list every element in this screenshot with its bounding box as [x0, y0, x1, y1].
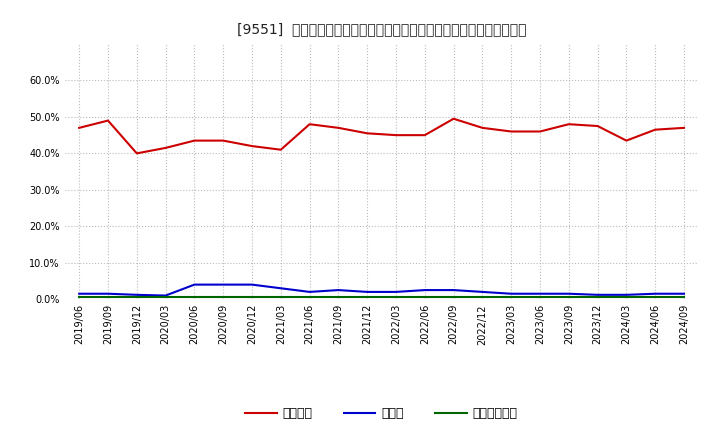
のれん: [564, 291, 573, 297]
自己資本: [622, 138, 631, 143]
自己資本: [593, 123, 602, 128]
のれん: [392, 289, 400, 294]
Line: のれん: のれん: [79, 285, 684, 296]
繰延税金資産: [305, 295, 314, 300]
自己資本: [276, 147, 285, 152]
Line: 自己資本: 自己資本: [79, 119, 684, 154]
繰延税金資産: [75, 295, 84, 300]
繰延税金資産: [248, 295, 256, 300]
繰延税金資産: [132, 295, 141, 300]
自己資本: [334, 125, 343, 131]
のれん: [334, 287, 343, 293]
自己資本: [564, 121, 573, 127]
繰延税金資産: [104, 295, 112, 300]
自己資本: [449, 116, 458, 121]
繰延税金資産: [392, 295, 400, 300]
繰延税金資産: [276, 295, 285, 300]
繰延税金資産: [219, 295, 228, 300]
繰延税金資産: [507, 295, 516, 300]
自己資本: [75, 125, 84, 131]
のれん: [478, 289, 487, 294]
のれん: [622, 292, 631, 297]
のれん: [190, 282, 199, 287]
繰延税金資産: [593, 295, 602, 300]
繰延税金資産: [449, 295, 458, 300]
のれん: [449, 287, 458, 293]
のれん: [680, 291, 688, 297]
自己資本: [507, 129, 516, 134]
繰延税金資産: [190, 295, 199, 300]
自己資本: [132, 151, 141, 156]
自己資本: [651, 127, 660, 132]
自己資本: [248, 143, 256, 149]
繰延税金資産: [161, 295, 170, 300]
のれん: [104, 291, 112, 297]
自己資本: [420, 132, 429, 138]
自己資本: [392, 132, 400, 138]
自己資本: [305, 121, 314, 127]
のれん: [507, 291, 516, 297]
のれん: [132, 292, 141, 297]
Title: [9551]  自己資本、のれん、繰延税金資産の総資産に対する比率の推移: [9551] 自己資本、のれん、繰延税金資産の総資産に対する比率の推移: [237, 22, 526, 36]
のれん: [593, 292, 602, 297]
のれん: [536, 291, 544, 297]
のれん: [363, 289, 372, 294]
のれん: [248, 282, 256, 287]
繰延税金資産: [536, 295, 544, 300]
のれん: [219, 282, 228, 287]
自己資本: [478, 125, 487, 131]
自己資本: [363, 131, 372, 136]
自己資本: [536, 129, 544, 134]
繰延税金資産: [651, 295, 660, 300]
繰延税金資産: [680, 295, 688, 300]
自己資本: [219, 138, 228, 143]
のれん: [276, 286, 285, 291]
自己資本: [104, 118, 112, 123]
繰延税金資産: [363, 295, 372, 300]
自己資本: [190, 138, 199, 143]
のれん: [75, 291, 84, 297]
のれん: [161, 293, 170, 298]
繰延税金資産: [420, 295, 429, 300]
繰延税金資産: [622, 295, 631, 300]
繰延税金資産: [334, 295, 343, 300]
のれん: [420, 287, 429, 293]
のれん: [305, 289, 314, 294]
自己資本: [161, 145, 170, 150]
繰延税金資産: [478, 295, 487, 300]
自己資本: [680, 125, 688, 131]
Legend: 自己資本, のれん, 繰延税金資産: 自己資本, のれん, 繰延税金資産: [240, 403, 523, 425]
繰延税金資産: [564, 295, 573, 300]
のれん: [651, 291, 660, 297]
